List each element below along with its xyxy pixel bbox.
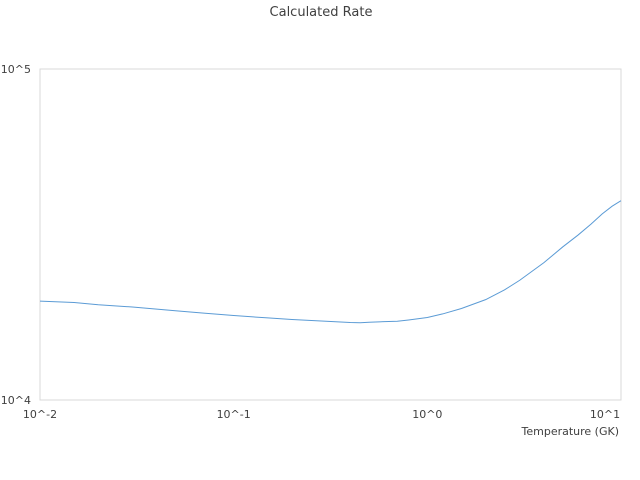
series-layer (39, 200, 622, 324)
chart-title: Calculated Rate (270, 5, 373, 20)
series-line (39, 200, 622, 324)
x-tick-label: 10^1 (590, 408, 620, 421)
x-axis-ticks: 10^-2 10^-1 10^0 10^1 (23, 408, 620, 421)
y-axis-ticks: 10^4 10^5 (1, 63, 31, 407)
x-tick-label: 10^-1 (217, 408, 251, 421)
y-tick-label: 10^5 (1, 63, 31, 76)
y-tick-label: 10^4 (1, 394, 31, 407)
x-tick-label: 10^-2 (23, 408, 57, 421)
x-tick-label: 10^0 (412, 408, 442, 421)
x-axis-label: Temperature (GK) (521, 425, 620, 438)
plot-frame (39, 68, 622, 401)
